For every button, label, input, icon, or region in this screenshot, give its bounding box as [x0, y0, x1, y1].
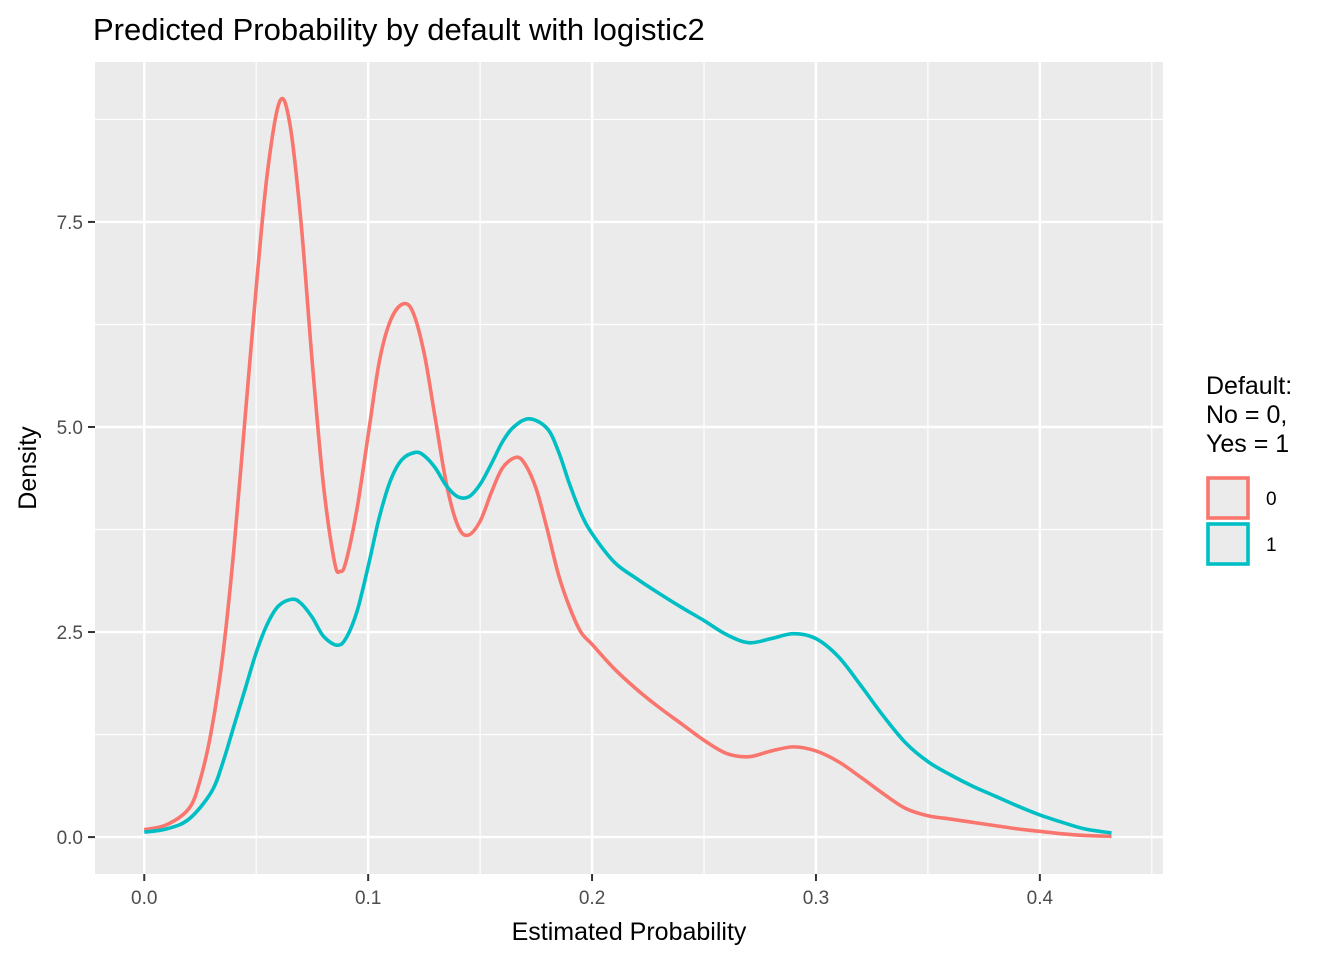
- legend-key-1: [1206, 522, 1250, 566]
- legend-title-line-2: Yes = 1: [1206, 430, 1289, 458]
- x-tick-label-2: 0.2: [579, 888, 605, 909]
- y-axis-title: Density: [14, 426, 42, 510]
- y-tick-label-3: 7.5: [57, 213, 83, 234]
- chart-title: Predicted Probability by default with lo…: [93, 12, 705, 47]
- y-axis: 0.0 2.5 5.0 7.5: [57, 213, 95, 849]
- minor-gridlines: [95, 62, 1163, 874]
- legend-keys: 01: [1206, 476, 1277, 566]
- x-tick-label-4: 0.4: [1027, 888, 1054, 909]
- x-axis: 0.0 0.1 0.2 0.3 0.4: [131, 874, 1053, 909]
- legend-key-0: [1206, 476, 1250, 520]
- density-lines: [143, 96, 1112, 839]
- legend-title-line-1: No = 0,: [1206, 401, 1287, 429]
- plot-panel: [95, 62, 1163, 874]
- y-tick-label-0: 0.0: [57, 828, 83, 849]
- legend: Default: No = 0, Yes = 1 01: [1206, 372, 1292, 566]
- density-line-1: [143, 416, 1112, 835]
- legend-label-0: 0: [1266, 489, 1277, 510]
- x-tick-label-0: 0.0: [131, 888, 157, 909]
- legend-title: Default: No = 0, Yes = 1: [1206, 372, 1292, 458]
- y-tick-label-1: 2.5: [57, 623, 83, 644]
- x-tick-label-3: 0.3: [803, 888, 829, 909]
- legend-title-line-0: Default:: [1206, 372, 1292, 400]
- y-tick-label-2: 5.0: [57, 418, 83, 439]
- density-line-0: [143, 96, 1112, 839]
- legend-label-1: 1: [1266, 535, 1277, 556]
- x-tick-label-1: 0.1: [355, 888, 381, 909]
- x-axis-title: Estimated Probability: [512, 918, 747, 946]
- major-gridlines: [95, 62, 1163, 874]
